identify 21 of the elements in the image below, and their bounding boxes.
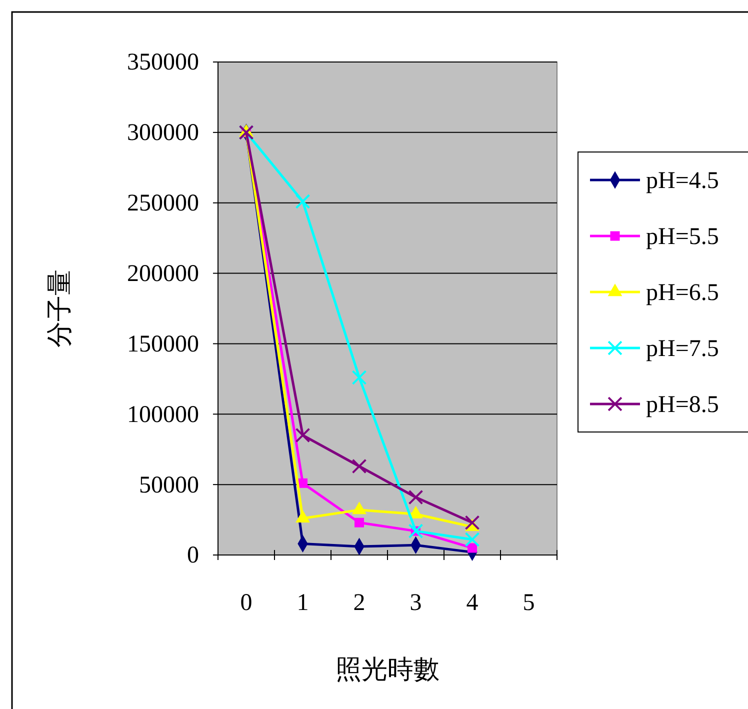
y-tick-label: 300000: [127, 120, 199, 146]
x-tick-label: 2: [353, 590, 366, 616]
y-tick-label: 250000: [127, 190, 199, 217]
y-tick-label: 100000: [127, 402, 199, 428]
x-tick-label: 5: [522, 590, 535, 616]
legend-label: pH=8.5: [646, 392, 719, 418]
x-axis-title: 照光時數: [336, 655, 440, 684]
y-tick-label: 50000: [139, 472, 199, 498]
y-tick-label: 200000: [127, 260, 199, 287]
y-tick-label: 350000: [127, 50, 199, 76]
legend-label: pH=7.5: [646, 336, 719, 362]
x-tick-label: 3: [410, 590, 422, 616]
y-tick-label: 0: [187, 542, 199, 569]
x-tick-label: 0: [240, 590, 252, 616]
x-tick-label: 4: [466, 590, 478, 616]
legend-label: pH=6.5: [646, 280, 719, 306]
y-tick-label: 150000: [127, 331, 199, 358]
x-tick-label: 1: [296, 590, 309, 616]
y-axis-title: 分子量: [45, 270, 74, 348]
legend-label: pH=5.5: [646, 224, 719, 250]
legend-label: pH=4.5: [646, 168, 719, 194]
